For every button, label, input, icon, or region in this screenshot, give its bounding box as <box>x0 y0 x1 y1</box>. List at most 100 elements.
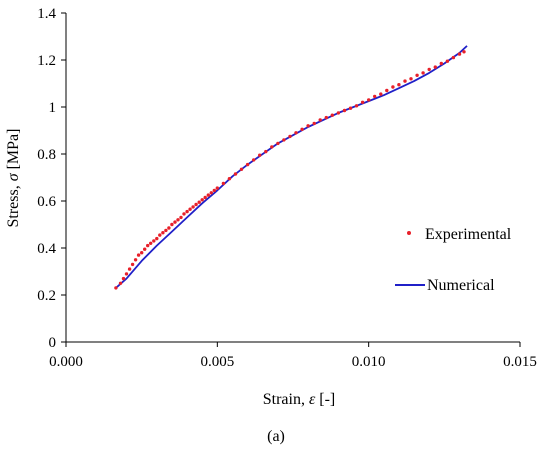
experimental-point <box>360 100 365 105</box>
y-tick-label: 1.2 <box>37 53 56 69</box>
experimental-point <box>457 52 462 56</box>
experimental-point <box>118 281 123 285</box>
experimental-point <box>167 226 171 230</box>
x-ticks: 0.000 0.005 0.010 0.015 <box>49 342 537 370</box>
y-axis-title: Stress, σ [MPa] <box>5 128 22 227</box>
experimental-point <box>330 113 334 117</box>
experimental-point <box>161 231 165 235</box>
x-tick-label: 0.005 <box>200 354 234 370</box>
experimental-point <box>288 134 292 139</box>
experimental-point <box>146 243 150 248</box>
experimental-point <box>318 118 322 122</box>
experimental-point <box>197 200 201 204</box>
experimental-point <box>206 193 210 197</box>
experimental-point <box>324 115 328 120</box>
experimental-point <box>136 253 141 257</box>
experimental-point <box>264 149 268 154</box>
experimental-point <box>312 121 316 126</box>
experimental-point <box>124 272 129 276</box>
experimental-point <box>140 251 144 255</box>
numerical-line <box>115 45 468 289</box>
experimental-point <box>379 92 383 96</box>
experimental-point <box>127 267 132 271</box>
experimental-point <box>239 167 244 171</box>
experimental-point <box>182 212 186 216</box>
experimental-point <box>121 276 126 281</box>
experimental-point <box>409 77 413 81</box>
experimental-point <box>276 141 280 146</box>
experimental-point <box>427 67 431 72</box>
y-tick-label: 0 <box>49 335 57 351</box>
experimental-point <box>342 108 347 113</box>
experimental-point <box>373 94 377 99</box>
experimental-point <box>397 83 401 87</box>
plot-area: 0 0.2 0.4 0.6 0.8 1 1.2 1.4 0.000 0.005 0.010 0.01… <box>37 6 537 370</box>
legend-experimental-label: Experimental <box>425 226 512 243</box>
experimental-point <box>130 262 135 267</box>
experimental-point <box>188 207 192 211</box>
y-tick-label: 1.4 <box>37 6 56 22</box>
experimental-point <box>462 50 466 54</box>
experimental-point <box>403 79 407 83</box>
experimental-point <box>170 222 174 227</box>
experimental-point <box>385 88 389 93</box>
experimental-point <box>200 198 204 202</box>
x-axis-title: Strain, ε [-] <box>263 391 336 408</box>
experimental-point <box>158 233 162 237</box>
experimental-point <box>203 195 207 200</box>
experimental-point <box>439 61 443 66</box>
y-ticks: 0 0.2 0.4 0.6 0.8 1 1.2 1.4 <box>37 6 66 351</box>
numerical-series <box>115 45 468 289</box>
experimental-point <box>445 59 450 63</box>
experimental-point <box>300 127 304 131</box>
y-tick-label: 0.2 <box>37 288 56 304</box>
experimental-point <box>433 65 437 69</box>
experimental-point <box>282 138 286 142</box>
experimental-point <box>391 85 395 89</box>
experimental-point <box>270 145 274 149</box>
experimental-point <box>164 228 168 233</box>
x-tick-label: 0.000 <box>49 354 83 370</box>
y-tick-label: 1 <box>49 100 57 116</box>
x-tick-label: 0.010 <box>352 354 386 370</box>
experimental-point <box>221 181 226 186</box>
experimental-point <box>306 124 310 128</box>
experimental-point <box>212 188 216 193</box>
experimental-point <box>294 131 298 135</box>
experimental-point <box>173 220 177 224</box>
experimental-point <box>348 106 353 110</box>
figure-caption: (a) <box>267 428 285 445</box>
experimental-point <box>258 153 262 157</box>
experimental-point <box>191 205 195 209</box>
experimental-point <box>152 239 156 243</box>
experimental-point <box>233 172 238 176</box>
y-tick-label: 0.6 <box>37 194 56 210</box>
experimental-point <box>421 71 425 75</box>
experimental-point <box>133 258 138 262</box>
experimental-point <box>185 209 189 214</box>
y-tick-label: 0.8 <box>37 147 56 163</box>
legend: Experimental Numerical <box>395 226 512 294</box>
x-tick-label: 0.015 <box>503 354 537 370</box>
legend-numerical-label: Numerical <box>427 277 495 294</box>
experimental-series <box>114 50 466 290</box>
experimental-point <box>176 218 180 222</box>
experimental-point <box>149 241 153 245</box>
experimental-point <box>354 104 359 108</box>
y-tick-label: 0.4 <box>37 241 56 257</box>
experimental-point <box>143 247 147 251</box>
experimental-point <box>336 111 341 115</box>
experimental-point <box>367 98 371 102</box>
experimental-point <box>194 202 198 207</box>
experimental-point <box>114 286 118 290</box>
experimental-point <box>252 158 256 162</box>
legend-experimental-marker <box>407 231 411 235</box>
experimental-point <box>227 177 232 181</box>
experimental-point <box>209 191 213 195</box>
experimental-point <box>451 55 456 60</box>
experimental-point <box>215 186 219 190</box>
experimental-point <box>415 73 419 78</box>
experimental-point <box>179 215 183 220</box>
experimental-point <box>245 162 250 167</box>
